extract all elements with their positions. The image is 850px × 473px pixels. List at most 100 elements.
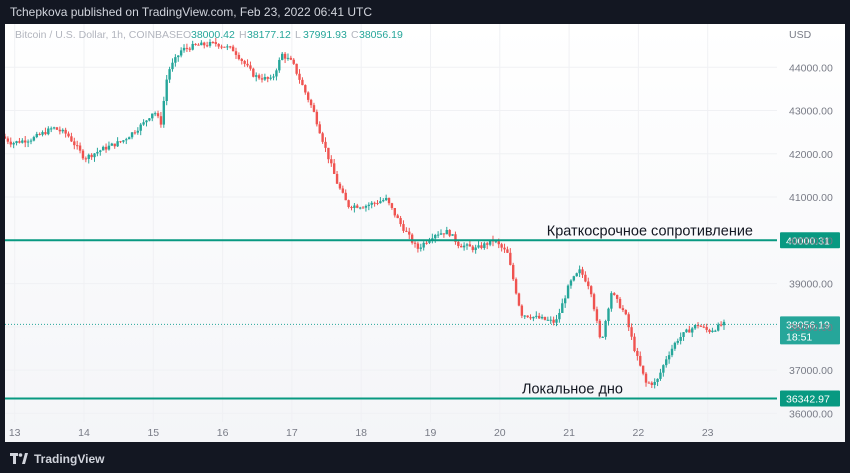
candle-body bbox=[58, 129, 62, 132]
candle bbox=[436, 231, 440, 239]
candle-body bbox=[615, 294, 619, 299]
price-chart[interactable]: Краткосрочное сопротивление 40000.31 Локал… bbox=[3, 24, 845, 442]
chart-area[interactable]: Краткосрочное сопротивление 40000.31 Локал… bbox=[3, 24, 845, 442]
candle-body bbox=[26, 141, 30, 143]
candle bbox=[532, 316, 535, 322]
candle bbox=[659, 368, 662, 381]
candle bbox=[451, 234, 454, 236]
candle bbox=[168, 66, 171, 83]
candle bbox=[610, 291, 613, 312]
candle bbox=[688, 325, 691, 333]
candle-body bbox=[269, 77, 272, 79]
candle bbox=[644, 372, 648, 387]
candle bbox=[399, 215, 402, 227]
candle-body bbox=[644, 373, 648, 383]
candle-body bbox=[280, 53, 284, 60]
candle bbox=[298, 69, 301, 84]
candle bbox=[324, 137, 327, 153]
candle bbox=[540, 314, 544, 320]
candle-body bbox=[234, 51, 238, 55]
candle-body bbox=[598, 320, 602, 338]
candle bbox=[373, 201, 376, 207]
candle-body bbox=[702, 326, 705, 328]
candle bbox=[667, 351, 671, 364]
candle-body bbox=[572, 276, 576, 281]
candle bbox=[226, 44, 229, 51]
candle-body bbox=[422, 242, 425, 248]
time-axis[interactable]: 13 14 15 16 17 18 19 20 21 22 23 bbox=[9, 427, 714, 439]
candle bbox=[165, 74, 168, 106]
candle bbox=[575, 272, 578, 277]
candle bbox=[151, 113, 154, 122]
candle-body bbox=[301, 79, 304, 86]
candle-body bbox=[125, 139, 128, 141]
candle-body bbox=[353, 205, 356, 208]
candle-body bbox=[486, 243, 489, 245]
candle-body bbox=[647, 382, 651, 384]
candle-body bbox=[434, 235, 437, 239]
candle-body bbox=[87, 154, 90, 159]
candle bbox=[280, 51, 284, 61]
candle-body bbox=[408, 231, 411, 235]
candle bbox=[269, 74, 272, 81]
candle bbox=[549, 316, 552, 324]
candle bbox=[641, 365, 645, 376]
candle bbox=[38, 132, 41, 136]
candle bbox=[127, 136, 131, 140]
candle-body bbox=[621, 308, 625, 311]
candle-body bbox=[639, 355, 642, 366]
candle-body bbox=[376, 202, 379, 204]
candle-body bbox=[526, 315, 529, 318]
candle-body bbox=[679, 336, 682, 341]
candle-body bbox=[142, 122, 145, 125]
candle bbox=[408, 227, 411, 240]
candle bbox=[425, 240, 428, 245]
candle-body bbox=[509, 252, 512, 265]
candle bbox=[255, 72, 258, 82]
candle bbox=[630, 323, 633, 341]
candle-body bbox=[503, 247, 506, 250]
candle bbox=[483, 241, 486, 250]
level-label: Краткосрочное сопротивление bbox=[547, 223, 753, 239]
candle-body bbox=[662, 365, 665, 373]
candle-body bbox=[607, 308, 610, 322]
candle-body bbox=[278, 59, 281, 71]
candle-body bbox=[428, 240, 431, 243]
price-tick-label: 38000.00 bbox=[789, 322, 833, 334]
candle-body bbox=[237, 54, 241, 60]
candle-body bbox=[613, 293, 616, 295]
candle bbox=[442, 233, 446, 238]
ohlc-label: L bbox=[295, 29, 301, 41]
candle-body bbox=[379, 201, 382, 204]
candle bbox=[552, 316, 555, 326]
candle-body bbox=[367, 204, 371, 206]
candle bbox=[6, 136, 10, 145]
candle-body bbox=[650, 382, 653, 385]
candle-body bbox=[396, 215, 399, 219]
candle-body bbox=[520, 305, 524, 316]
candle-body bbox=[266, 77, 269, 79]
candle-body bbox=[448, 229, 451, 236]
candle-body bbox=[338, 183, 342, 189]
candle-body bbox=[203, 42, 206, 46]
price-tick-label: 41000.00 bbox=[789, 192, 833, 204]
candle bbox=[595, 306, 599, 324]
candle bbox=[676, 338, 679, 345]
candle bbox=[84, 156, 88, 163]
candle bbox=[572, 275, 576, 282]
candle bbox=[370, 201, 373, 209]
candle bbox=[653, 378, 656, 389]
candle-body bbox=[399, 218, 402, 225]
candle bbox=[691, 326, 694, 338]
candle bbox=[454, 231, 457, 245]
candle bbox=[708, 328, 711, 334]
candle bbox=[125, 137, 128, 145]
candle bbox=[639, 351, 642, 367]
candle bbox=[693, 324, 697, 330]
price-axis[interactable]: 36000.00 37000.00 38000.00 39000.00 40000.00… bbox=[789, 29, 833, 420]
candle bbox=[636, 347, 639, 361]
candle-body bbox=[324, 141, 327, 148]
candle bbox=[179, 47, 183, 58]
candle bbox=[208, 39, 212, 48]
candle-body bbox=[49, 128, 53, 130]
